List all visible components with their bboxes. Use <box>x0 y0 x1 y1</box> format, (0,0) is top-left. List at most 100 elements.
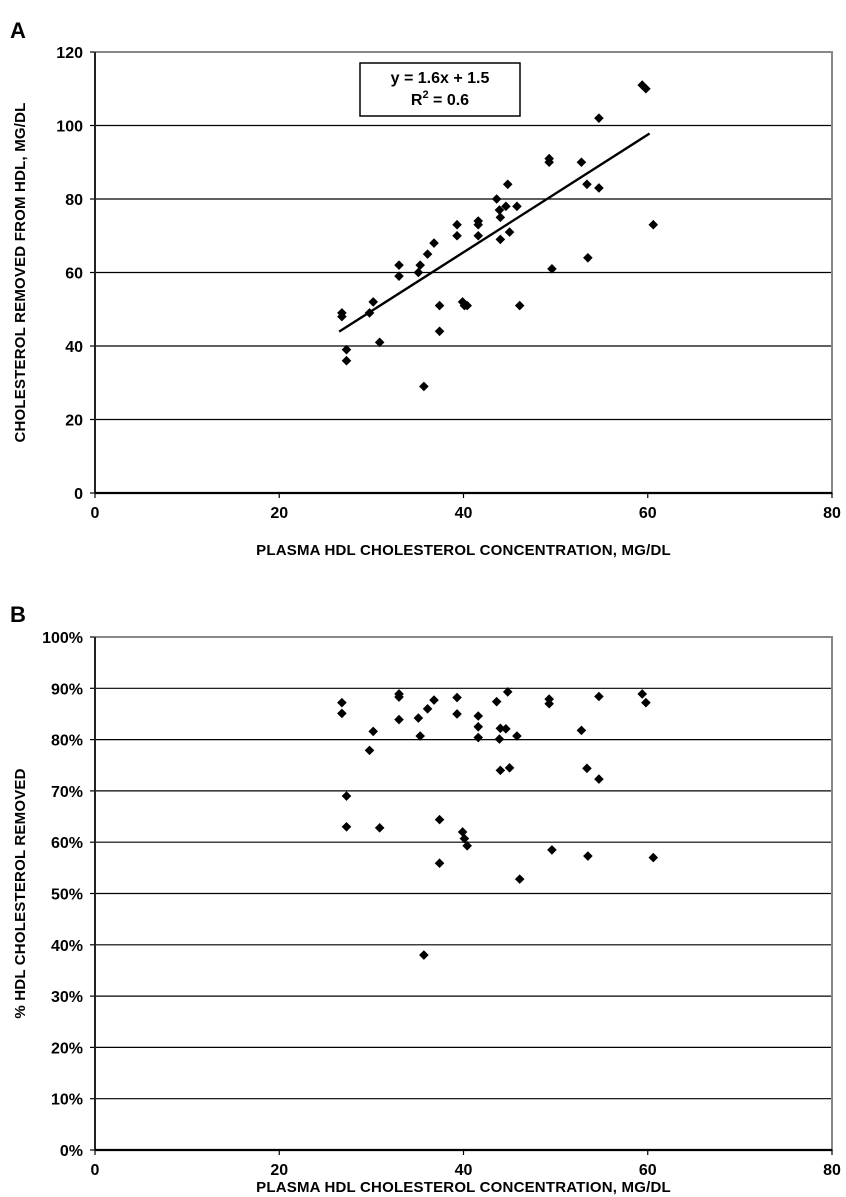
panel-b-y-tick-label: 20% <box>51 1040 83 1057</box>
panel-a-y-tick-label: 0 <box>74 486 83 503</box>
panel-a-x-tick-label: 0 <box>91 505 100 522</box>
panel-a-letter: A <box>10 18 26 43</box>
panel-a-x-tick-label: 60 <box>639 505 657 522</box>
panel-a-data-point <box>457 297 468 307</box>
panel-b-data-point <box>514 874 525 884</box>
panel-a-x-tick-label: 40 <box>455 505 473 522</box>
panel-a-data-point <box>419 381 429 392</box>
panel-b-y-tick-label: 70% <box>51 784 83 801</box>
panel-a-data-point <box>582 179 592 190</box>
panel-a-data-point <box>594 113 604 123</box>
panel-b-data-point <box>459 833 470 844</box>
panel-b-x-tick-label: 40 <box>455 1162 473 1179</box>
panel-b-data-point <box>512 731 522 741</box>
panel-a-data-point <box>413 267 424 278</box>
panel-a-data-point <box>434 326 445 337</box>
panel-a-data-point <box>594 183 604 193</box>
panel-b-data-point <box>473 711 484 721</box>
panel-b-data-point <box>594 774 604 784</box>
panel-b-data-point <box>364 745 375 756</box>
panel-b-data-point <box>491 696 502 707</box>
panel-a-data-point <box>641 83 651 94</box>
panel-b-data-point <box>462 840 472 851</box>
panel-a-y-tick-label: 100 <box>56 119 83 136</box>
panel-b-y-tick-label: 100% <box>42 630 83 647</box>
panel-b-data-point <box>583 851 593 861</box>
panel-b-x-tick-label: 0 <box>91 1162 100 1179</box>
panel-a-data-point <box>473 230 484 241</box>
panel-a-data-point <box>374 337 385 348</box>
panel-a-y-tick-label: 60 <box>65 266 83 283</box>
panel-b-data-point <box>502 687 513 697</box>
panel-a-chart: A 0 20 40 60 80 100 120 0 20 40 60 80 PLASMA HDL CHO… <box>10 18 841 559</box>
panel-a-data-point <box>495 234 506 245</box>
panel-a-y-axis-label: CHOLESTEROL REMOVED FROM HDL, MG/DL <box>12 102 29 442</box>
panel-b-data-point <box>641 697 651 708</box>
panel-b-data-point <box>504 763 515 773</box>
panel-a-data-point <box>648 219 659 230</box>
panel-b-data-point <box>341 791 352 801</box>
panel-a-y-tick-label: 20 <box>65 413 83 430</box>
panel-a-data-point <box>502 179 513 190</box>
panel-a-data-point <box>495 212 506 223</box>
panel-a-equation-text: y = 1.6x + 1.5 <box>391 70 490 87</box>
panel-b-data-point <box>582 763 592 774</box>
panel-b-x-tick-label: 20 <box>270 1162 288 1179</box>
panel-a-data-point <box>547 264 557 274</box>
panel-b-x-axis-label: PLASMA HDL CHOLESTEROL CONCENTRATION, MG… <box>256 1179 671 1196</box>
panel-a-data-point <box>491 194 502 204</box>
panel-b-data-point <box>452 709 462 719</box>
panel-b-data-point <box>341 822 352 832</box>
panel-a-data-point <box>452 230 462 241</box>
panel-a-annotation-box <box>359 62 521 117</box>
panel-b-data-point <box>374 823 385 833</box>
panel-b-data-point <box>494 734 505 744</box>
panel-a-data-point <box>415 260 426 270</box>
panel-b-data-point <box>495 723 506 734</box>
panel-b-y-tick-label: 0% <box>60 1143 83 1160</box>
panel-b-data-point <box>413 713 424 723</box>
panel-a-data-point <box>429 238 439 248</box>
panel-b-data-point <box>457 827 468 837</box>
panel-b-data-point <box>495 765 506 776</box>
panel-a-data-point <box>394 271 404 281</box>
panel-a-data-point <box>434 300 445 311</box>
panel-a-y-tick-label: 40 <box>65 339 83 356</box>
panel-a-r2-text: R2 = 0.6 <box>411 89 469 109</box>
panel-a-data-point <box>462 300 472 311</box>
panel-a-data-point <box>341 344 352 355</box>
panel-a-data-point <box>544 157 554 168</box>
panel-b-data-point <box>429 695 439 705</box>
panel-b-data-point <box>415 731 426 741</box>
panel-b-chart: B 0% 10% 20% 30% 40% 50% 60% 70% 80% 90% 100% 0 20 40… <box>10 602 841 1196</box>
panel-b-y-tick-label: 10% <box>51 1092 83 1109</box>
panel-a-regression-annotation: y = 1.6x + 1.5 R2 = 0.6 <box>359 62 521 117</box>
panel-b-data-point <box>452 692 462 703</box>
panel-b-data-point <box>648 852 659 863</box>
panel-b-data-point <box>337 708 347 719</box>
panel-a-data-point <box>452 219 462 230</box>
panel-a-x-axis-label: PLASMA HDL CHOLESTEROL CONCENTRATION, MG… <box>256 542 671 559</box>
panel-b-y-tick-label: 90% <box>51 681 83 698</box>
panel-b-letter: B <box>10 602 26 627</box>
panel-a-data-point <box>514 300 525 311</box>
panel-a-data-point <box>368 297 379 307</box>
panel-a-data-point <box>583 253 593 263</box>
panel-a-y-tick-label: 80 <box>65 192 83 209</box>
panel-b-data-point <box>547 845 557 855</box>
panel-a-data-point <box>512 201 522 212</box>
panel-b-y-tick-label: 40% <box>51 938 83 955</box>
panel-b-data-point <box>637 689 648 699</box>
panel-a-data-point <box>576 157 587 168</box>
panel-b-x-tick-label: 60 <box>639 1162 657 1179</box>
panel-b-x-tick-label: 80 <box>823 1162 841 1179</box>
panel-a-data-point <box>494 205 505 215</box>
panel-a-data-point <box>364 308 375 318</box>
panel-a-data-point <box>341 355 352 366</box>
panel-b-data-point <box>434 858 445 869</box>
panel-a-data-point <box>501 201 511 212</box>
panel-b-y-tick-label: 30% <box>51 989 83 1006</box>
panel-b-data-point <box>544 698 554 709</box>
panel-b-data-point <box>594 691 604 702</box>
